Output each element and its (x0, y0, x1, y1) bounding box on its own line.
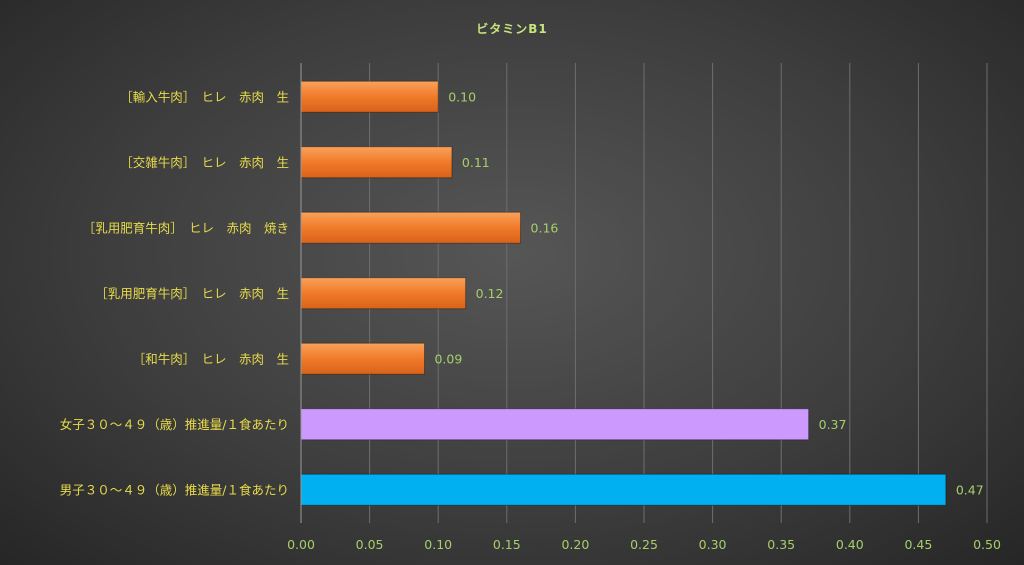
x-tick-label: 0.15 (493, 537, 521, 552)
value-label: 0.16 (531, 220, 559, 235)
bar (300, 80, 439, 113)
x-tick-label: 0.45 (904, 537, 932, 552)
category-label: 男子３０～４９（歳）推進量/１食あたり (60, 482, 289, 497)
value-label: 0.11 (462, 155, 490, 170)
x-tick-labels: 0.00 0.05 0.10 0.15 0.20 0.25 0.30 0.35 0.40 0.45… (287, 537, 1001, 552)
x-tick-label: 0.00 (287, 537, 315, 552)
x-tick-label: 0.20 (561, 537, 589, 552)
value-labels: 0.10 0.11 0.16 0.12 0.09 0.37 0.47 (434, 89, 983, 497)
bar-series (300, 80, 947, 506)
bar (300, 408, 810, 441)
value-label: 0.47 (956, 482, 984, 497)
category-label: ［乳用肥育牛肉］ ヒレ 赤肉 生 (95, 286, 289, 301)
value-label: 0.10 (448, 89, 476, 104)
category-label: ［和牛肉］ ヒレ 赤肉 生 (133, 351, 289, 366)
category-labels: ［輸入牛肉］ ヒレ 赤肉 生 ［交雑牛肉］ ヒレ 赤肉 生 ［乳用肥育牛肉］ ヒレ … (60, 89, 289, 497)
category-label: ［輸入牛肉］ ヒレ 赤肉 生 (120, 89, 289, 104)
x-tick-label: 0.50 (973, 537, 1001, 552)
category-label: ［交雑牛肉］ ヒレ 赤肉 生 (120, 155, 289, 170)
bar (300, 277, 467, 310)
chart-title: ビタミンB1 (476, 21, 548, 36)
value-label: 0.12 (476, 286, 504, 301)
value-label: 0.37 (819, 417, 847, 432)
x-tick-label: 0.30 (699, 537, 727, 552)
bar (300, 342, 425, 375)
bar (300, 473, 947, 506)
x-tick-label: 0.25 (630, 537, 658, 552)
category-label: 女子３０～４９（歳）推進量/１食あたり (60, 417, 289, 432)
bar (300, 146, 453, 179)
bar (300, 211, 522, 244)
x-tick-label: 0.05 (356, 537, 384, 552)
gridlines (369, 63, 988, 523)
x-tick-label: 0.40 (836, 537, 864, 552)
x-tick-label: 0.10 (424, 537, 452, 552)
x-tick-label: 0.35 (767, 537, 795, 552)
category-label: ［乳用肥育牛肉］ ヒレ 赤肉 焼き (83, 220, 289, 235)
value-label: 0.09 (434, 351, 462, 366)
